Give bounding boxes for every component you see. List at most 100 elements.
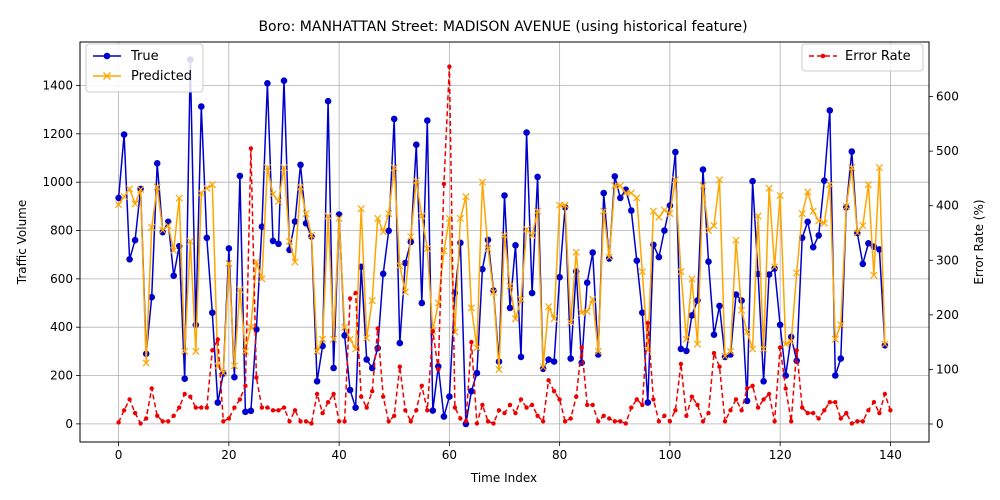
- true-series-point: [297, 161, 304, 169]
- true-series-point: [589, 249, 596, 256]
- predicted-series-point: [131, 200, 139, 208]
- predicted-series-point: [511, 315, 520, 323]
- x-tick-label: 20: [221, 448, 236, 462]
- true-series-point: [379, 270, 387, 278]
- predicted-series-point: [418, 212, 426, 220]
- error-rate-series-point: [717, 364, 722, 369]
- error-rate-series-point: [408, 419, 413, 424]
- x-axis-label: Time Index: [470, 471, 537, 485]
- predicted-series-point: [875, 164, 884, 172]
- error-rate-series-point: [838, 416, 843, 421]
- error-rate-series-point: [287, 419, 292, 424]
- predicted-series-point: [192, 347, 200, 355]
- error-rate-series-point: [419, 383, 424, 388]
- x-tick-label: 120: [769, 448, 792, 462]
- predicted-series-point: [528, 231, 536, 239]
- predicted-series-point: [732, 236, 740, 244]
- error-rate-series-point: [877, 410, 882, 416]
- predicted-series-point: [556, 201, 564, 209]
- error-rate-series-point: [160, 419, 165, 424]
- error-rate-series-point: [607, 416, 612, 421]
- true-series-point: [644, 399, 652, 406]
- true-series-point: [633, 257, 641, 265]
- error-rate-series-point: [370, 389, 375, 394]
- error-rate-series-point: [144, 416, 149, 421]
- error-rate-series-point: [281, 405, 287, 410]
- true-series-point: [479, 265, 486, 273]
- y2-tick-label: 200: [936, 308, 959, 322]
- error-rate-series-point: [827, 400, 832, 405]
- true-series-point: [363, 356, 371, 363]
- predicted-series-point: [153, 183, 161, 191]
- error-rate-series-point: [794, 348, 799, 353]
- true-series-point: [699, 166, 707, 173]
- error-rate-series-point: [612, 419, 617, 424]
- error-rate-series-point: [678, 361, 684, 367]
- true-series-point: [517, 353, 525, 361]
- predicted-series-point: [307, 231, 316, 239]
- error-rate-series-point: [375, 326, 380, 331]
- predicted-series-point: [148, 223, 156, 232]
- true-series-point: [440, 413, 448, 420]
- predicted-series-point: [374, 214, 382, 223]
- y2-tick-label: 300: [936, 253, 959, 267]
- error-rate-series-point: [243, 383, 248, 388]
- true-series-point: [148, 293, 155, 301]
- x-tick-label: 140: [879, 448, 902, 462]
- error-rate-series-point: [805, 410, 810, 416]
- error-rate-series-point: [744, 386, 750, 391]
- error-rate-series-point: [833, 400, 838, 405]
- predicted-series-point: [385, 209, 393, 218]
- predicted-series-point: [787, 338, 795, 346]
- true-series-point: [583, 279, 591, 287]
- true-series-point: [214, 399, 222, 406]
- predicted-series-point: [390, 164, 398, 172]
- error-rate-series-point: [359, 394, 364, 399]
- error-rate-series-point: [882, 391, 888, 397]
- true-series-point: [473, 369, 481, 377]
- predicted-series-point: [748, 345, 757, 353]
- legend-left: True Predicted: [85, 43, 204, 93]
- predicted-series-point: [815, 217, 823, 225]
- predicted-series-point: [313, 347, 321, 355]
- legend-error-label: Error Rate: [845, 49, 911, 64]
- error-rate-series-point: [325, 400, 331, 405]
- error-rate-series-point: [634, 397, 639, 402]
- series-layer: [114, 56, 893, 428]
- error-rate-series-point: [232, 405, 237, 410]
- predicted-series-point: [782, 340, 790, 348]
- true-series-point: [605, 255, 613, 262]
- error-rate-series-point: [651, 397, 656, 402]
- error-rate-series-point: [171, 413, 176, 418]
- error-rate-series-point: [871, 400, 877, 405]
- predicted-series-point: [826, 180, 834, 189]
- predicted-series-point: [710, 222, 718, 230]
- true-series-point: [628, 207, 635, 214]
- error-rate-series-point: [733, 397, 739, 402]
- true-series-point: [683, 347, 690, 355]
- predicted-series-point: [186, 237, 194, 246]
- predicted-series-point: [798, 209, 806, 218]
- predicted-series-point: [280, 164, 288, 172]
- error-rate-series-point: [722, 419, 728, 424]
- predicted-series-point: [605, 253, 613, 261]
- predicted-series-point: [258, 275, 266, 283]
- true-series-point: [534, 173, 541, 181]
- predicted-series-point: [881, 340, 889, 348]
- true-series-point: [253, 326, 260, 333]
- error-rate-series-point: [557, 397, 562, 402]
- y2-axis-ticks: 0 100 200 300 400 500 600: [929, 90, 959, 431]
- predicted-series-point: [125, 185, 134, 193]
- predicted-series-point: [649, 207, 657, 215]
- predicted-series-point: [853, 229, 861, 237]
- true-series-point: [732, 291, 740, 298]
- predicted-series-point: [837, 321, 845, 329]
- y-axis-label: Traffic Volume: [15, 200, 29, 286]
- legend-true-label: True: [130, 49, 159, 64]
- error-rate-series-point: [403, 408, 408, 413]
- true-series-point: [782, 372, 789, 379]
- predicted-series-point: [230, 362, 238, 370]
- true-series-point: [159, 228, 166, 236]
- predicted-series-point: [583, 307, 591, 316]
- predicted-series-point: [236, 286, 244, 294]
